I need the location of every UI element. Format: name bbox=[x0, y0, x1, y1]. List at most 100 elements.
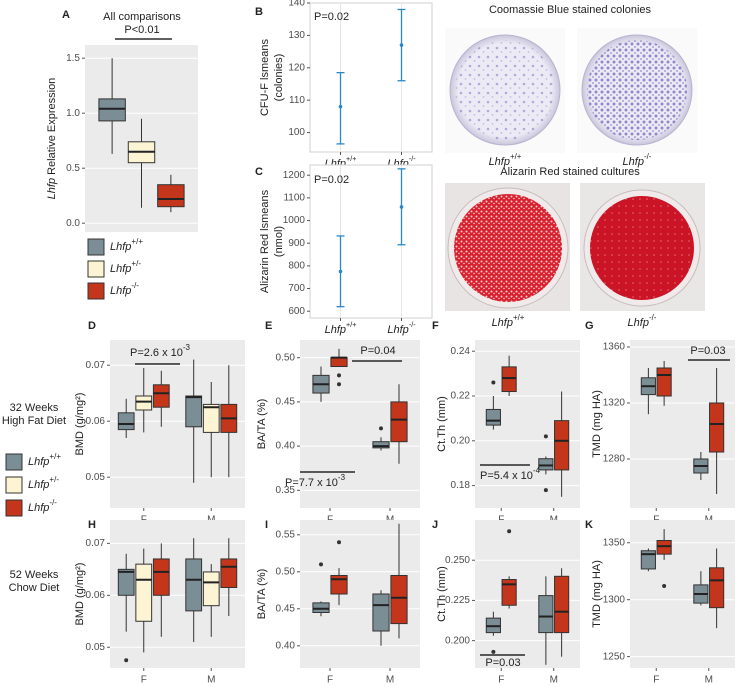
outlier bbox=[337, 540, 341, 545]
gene-name: Lhfp bbox=[325, 324, 346, 336]
y-tick-label: 1100 bbox=[283, 193, 305, 204]
x-tick-label: F bbox=[498, 675, 504, 686]
y-tick-label: 0.50 bbox=[276, 566, 296, 577]
y-axis-title: Ct.Th (mm) bbox=[436, 396, 448, 452]
legend-label: Lhfp+/+ bbox=[110, 237, 143, 253]
outlier bbox=[337, 373, 341, 378]
legend-gene: Lhfp bbox=[28, 456, 49, 468]
box bbox=[485, 408, 501, 426]
box bbox=[656, 367, 672, 397]
panel-letter: A bbox=[62, 9, 70, 21]
annotation: P=7.7 x 10-3 bbox=[285, 473, 346, 489]
genotype-label: Lhfp-/- bbox=[387, 320, 416, 336]
legend-genotype: -/- bbox=[131, 281, 139, 290]
y-tick-label: 1350 bbox=[603, 537, 626, 548]
y-tick-label: 800 bbox=[288, 261, 305, 272]
row-label: High Fat Diet bbox=[2, 415, 66, 427]
genotype-label: Lhfp+/+ bbox=[492, 313, 525, 329]
y-axis-title-text: BA/TA (%) bbox=[256, 569, 268, 620]
annotation: P=0.03 bbox=[485, 657, 520, 669]
box bbox=[157, 184, 185, 208]
legend-gene: Lhfp bbox=[28, 502, 49, 514]
x-tick-label: F bbox=[653, 675, 659, 686]
genotype-label: Lhfp+/+ bbox=[325, 320, 357, 336]
y-axis-title-text: Ct.Th (mm) bbox=[436, 396, 448, 452]
annotation-text: P=0.02 bbox=[314, 174, 349, 186]
y-tick-label: 1200 bbox=[283, 170, 306, 181]
box bbox=[709, 567, 725, 609]
y-axis-title: BMD (g/mg²) bbox=[74, 393, 86, 456]
annotation-text: P=7.7 x 10 bbox=[285, 477, 338, 489]
box bbox=[656, 539, 672, 555]
y-tick-label: 1000 bbox=[283, 215, 306, 226]
y-tick-label: 1280 bbox=[603, 454, 626, 465]
y-tick-label: 900 bbox=[288, 238, 305, 249]
y-tick-label: 120 bbox=[288, 62, 305, 73]
y-axis-title: (nmol) bbox=[273, 226, 285, 257]
box bbox=[185, 395, 203, 428]
annotation: All comparisons bbox=[103, 11, 181, 23]
x-tick-label: M bbox=[386, 675, 394, 686]
panel-letter: F bbox=[432, 320, 439, 332]
legend-gene: Lhfp bbox=[28, 479, 49, 491]
y-tick-label: 1300 bbox=[603, 594, 626, 605]
box bbox=[330, 357, 348, 368]
box bbox=[390, 401, 408, 443]
stain bbox=[454, 194, 562, 302]
annotation: P=2.6 x 10-3 bbox=[130, 343, 191, 359]
genotype-label: Lhfp-/- bbox=[628, 313, 657, 329]
outlier bbox=[543, 488, 548, 493]
annotation-sup: -3 bbox=[338, 473, 346, 482]
y-axis-title-text: (colonies) bbox=[273, 54, 285, 102]
legend-key bbox=[5, 476, 23, 494]
box bbox=[152, 558, 170, 596]
y-axis-title: TMD (mg HA) bbox=[591, 390, 603, 458]
annotation-text: P=0.03 bbox=[690, 345, 725, 357]
y-tick-label: 0.05 bbox=[86, 642, 106, 653]
annotation: P=0.02 bbox=[314, 11, 349, 23]
y-axis-title-text: BMD (g/mg²) bbox=[74, 563, 86, 626]
x-tick-label: F bbox=[141, 675, 147, 686]
box bbox=[372, 441, 390, 449]
outlier bbox=[662, 584, 667, 589]
y-axis-title-text: TMD (mg HA) bbox=[591, 560, 603, 628]
y-tick-label: 0.35 bbox=[276, 485, 296, 496]
y-tick-label: 0.50 bbox=[276, 352, 296, 363]
y-axis-title-text: (nmol) bbox=[273, 226, 285, 257]
y-tick-label: 1.0 bbox=[66, 108, 80, 119]
outlier bbox=[491, 649, 496, 654]
plot-background bbox=[309, 164, 433, 319]
y-tick-label: 0.40 bbox=[276, 640, 296, 651]
annotation-text: P=0.03 bbox=[485, 657, 520, 669]
legend-genotype: +/- bbox=[49, 475, 59, 484]
panel-letter: H bbox=[88, 519, 96, 531]
photo-title: Alizarin Red stained cultures bbox=[500, 166, 640, 178]
outlier bbox=[507, 529, 512, 534]
y-tick-label: 110 bbox=[289, 95, 305, 106]
y-tick-label: 1.5 bbox=[66, 53, 80, 64]
y-tick-label: 0.20 bbox=[451, 435, 471, 446]
y-axis-title: Lhfp Relative Expression bbox=[46, 78, 58, 200]
box bbox=[202, 403, 220, 433]
y-tick-label: 0.22 bbox=[451, 391, 471, 402]
stain bbox=[590, 196, 694, 300]
annotation: P=0.03 bbox=[690, 345, 725, 357]
panel-letter: E bbox=[265, 320, 272, 332]
y-axis-title-text: BMD (g/mg²) bbox=[74, 393, 86, 456]
genotype-sup: -/- bbox=[409, 320, 416, 329]
genotype-sup: -/- bbox=[409, 154, 416, 163]
legend-key bbox=[87, 282, 105, 300]
annotation: P=0.04 bbox=[360, 345, 395, 357]
genotype-sup: +/+ bbox=[510, 152, 522, 161]
box bbox=[372, 593, 390, 632]
genotype-sup: +/+ bbox=[513, 313, 525, 322]
annotation-text: P=0.04 bbox=[360, 345, 395, 357]
legend-key bbox=[87, 238, 105, 256]
box bbox=[538, 458, 554, 471]
y-axis-title: BA/TA (%) bbox=[256, 399, 268, 450]
y-tick-label: 0.06 bbox=[86, 590, 106, 601]
y-axis-title-text: TMD (mg HA) bbox=[591, 390, 603, 458]
annotation-text: P=0.02 bbox=[314, 11, 349, 23]
y-axis-title-text: CFU-F lsmeans bbox=[259, 39, 271, 117]
